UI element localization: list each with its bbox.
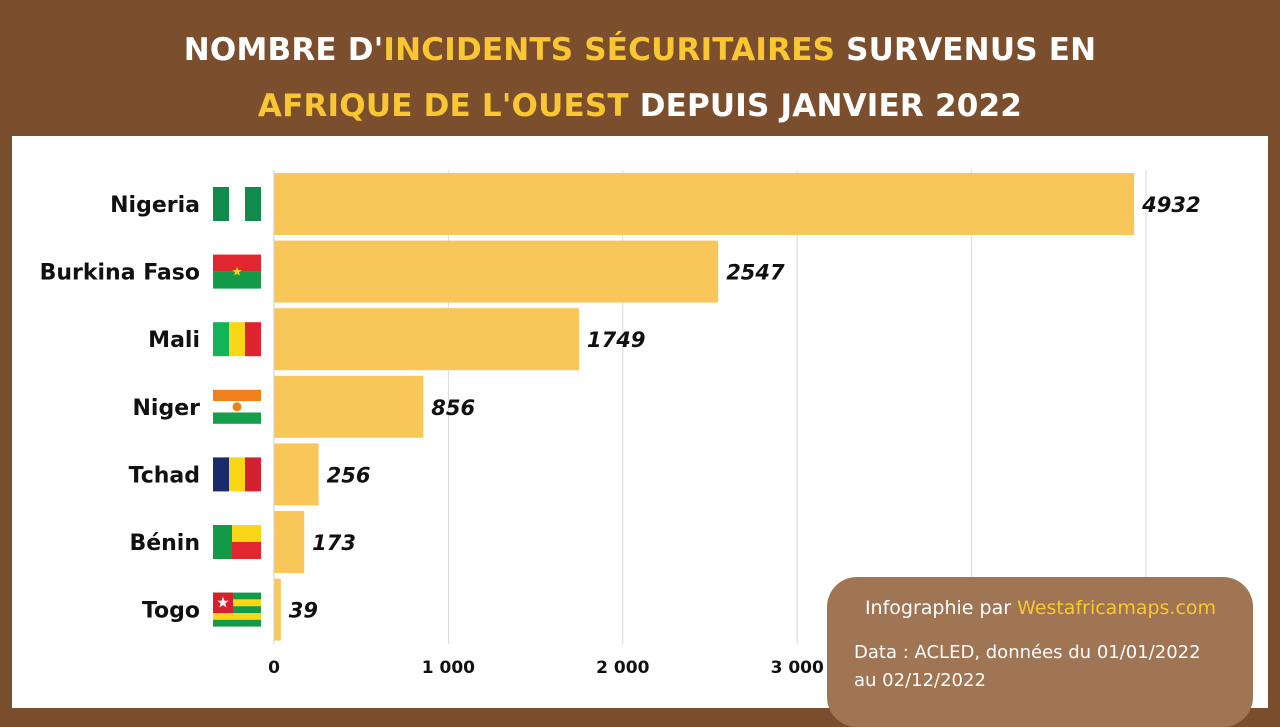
burkina-faso-flag-icon xyxy=(213,254,261,289)
togo-flag-icon xyxy=(213,592,261,627)
chad-flag-icon xyxy=(213,457,261,492)
bar-niger xyxy=(274,375,424,438)
x-tick-label: 3 000 xyxy=(771,658,824,678)
category-label-burkina-faso: Burkina Faso xyxy=(40,261,200,286)
bar-nigeria xyxy=(274,173,1135,235)
nigeria-flag-icon xyxy=(213,187,261,221)
value-label-nigeria: 4932 xyxy=(1141,193,1200,217)
title-highlight-2: AFRIQUE DE L'OUEST xyxy=(257,88,629,124)
data-source: Data : ACLED, données du 01/01/2022 au 0… xyxy=(854,642,1201,691)
category-label-nigeria: Nigeria xyxy=(110,193,200,218)
bar-benin xyxy=(274,511,305,573)
category-label-benin: Bénin xyxy=(129,531,200,556)
value-label-benin: 173 xyxy=(312,531,356,555)
credit-site-link[interactable]: Westafricamaps.com xyxy=(1017,597,1217,619)
bar-mali xyxy=(274,308,580,371)
bar-togo xyxy=(274,578,281,641)
bar-tchad xyxy=(274,443,319,506)
value-label-niger: 856 xyxy=(431,396,475,420)
credit-line: Infographie par Westafricamaps.com xyxy=(864,597,1217,619)
chart-title: NOMBRE D'INCIDENTS SÉCURITAIRES SURVENUS… xyxy=(0,22,1280,134)
x-tick-label: 2 000 xyxy=(596,658,649,678)
benin-flag-icon xyxy=(213,525,261,559)
bar-burkina-faso xyxy=(274,240,719,303)
category-label-tchad: Tchad xyxy=(129,463,200,488)
value-label-togo: 39 xyxy=(289,599,318,623)
value-label-burkina-faso: 2547 xyxy=(726,261,785,285)
niger-flag-icon xyxy=(213,389,261,424)
title-line-2: AFRIQUE DE L'OUEST DEPUIS JANVIER 2022 xyxy=(257,88,1023,124)
category-label-niger: Niger xyxy=(133,396,201,421)
title-highlight-1: INCIDENTS SÉCURITAIRES xyxy=(383,32,836,68)
category-label-mali: Mali xyxy=(148,328,200,353)
title-line-1: NOMBRE D'INCIDENTS SÉCURITAIRES SURVENUS… xyxy=(183,32,1097,68)
value-label-tchad: 256 xyxy=(327,463,371,487)
category-label-togo: Togo xyxy=(142,599,200,624)
value-label-mali: 1749 xyxy=(587,328,645,352)
x-tick-label: 1 000 xyxy=(422,658,475,678)
x-tick-label: 0 xyxy=(268,658,280,678)
mali-flag-icon xyxy=(213,322,261,357)
info-box: Infographie par Westafricamaps.com Data … xyxy=(827,577,1253,727)
